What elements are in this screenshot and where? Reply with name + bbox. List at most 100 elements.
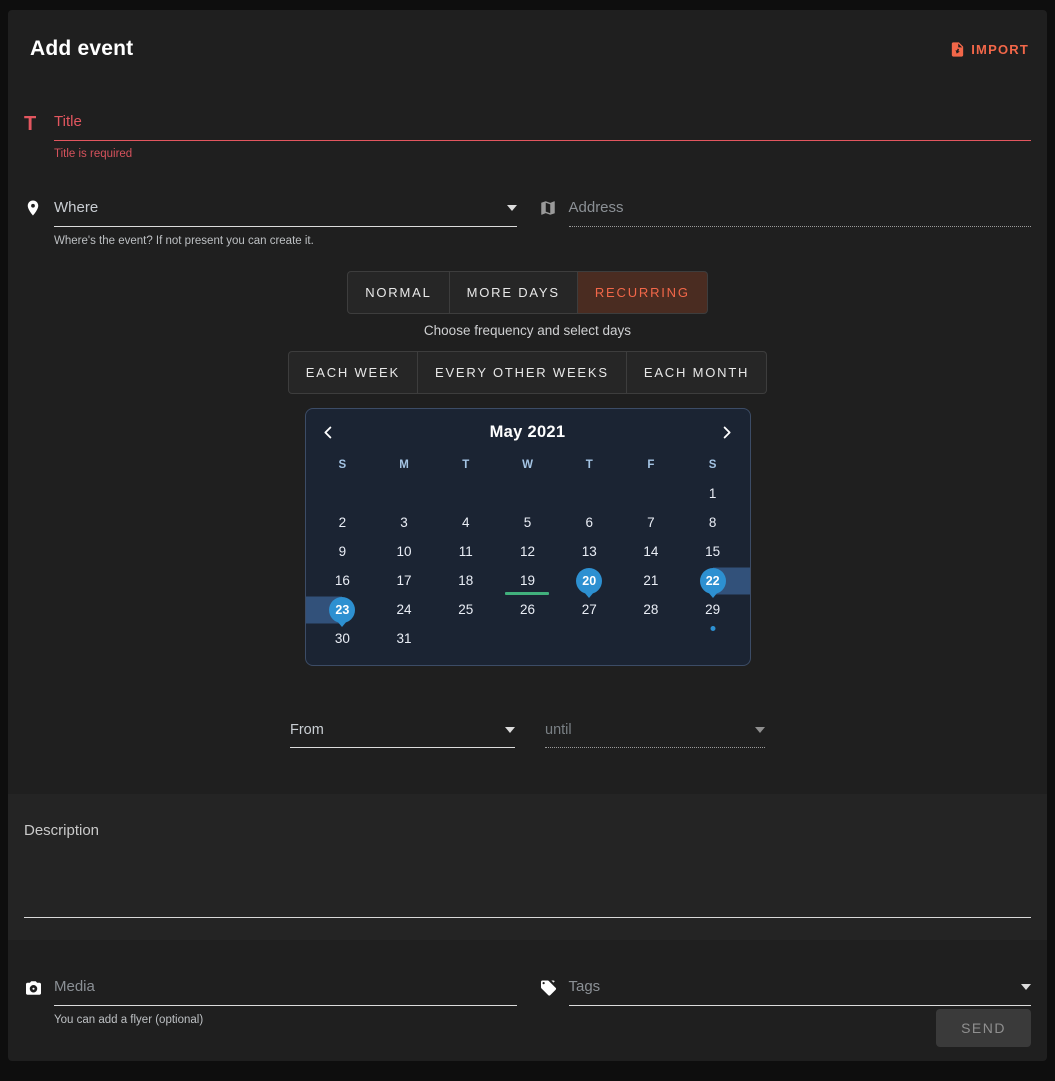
day-number: 21	[643, 573, 659, 588]
calendar: May 2021 S M T W T F S 1 2 3 4 5 6 7 8 9 10 11 12 13 14 15 16 1…	[304, 408, 751, 666]
day-number: 5	[523, 515, 532, 530]
calendar-day-20[interactable]: 20	[558, 566, 620, 595]
calendar-weekday-6: S	[708, 459, 717, 471]
day-number: 4	[462, 515, 470, 530]
calendar-day-14[interactable]: 14	[620, 537, 682, 566]
description-label: Description	[24, 822, 100, 839]
title-icon: T	[24, 113, 37, 135]
calendar-day-4[interactable]: 4	[435, 508, 497, 537]
calendar-header: May 2021	[312, 417, 744, 447]
day-number: 27	[581, 602, 597, 617]
calendar-day-31[interactable]: 31	[373, 624, 435, 653]
map-icon	[539, 198, 569, 227]
calendar-day-12[interactable]: 12	[497, 537, 559, 566]
calendar-day-3[interactable]: 3	[373, 508, 435, 537]
where-placeholder: Where	[54, 199, 99, 216]
tab-normal[interactable]: NORMAL	[347, 271, 450, 314]
media-placeholder: Media	[54, 978, 95, 995]
time-range-row: From until	[8, 722, 1047, 748]
next-month-button[interactable]	[710, 425, 744, 440]
event-mode-tab-group: NORMAL MORE DAYS RECURRING	[8, 271, 1047, 314]
calendar-day-5[interactable]: 5	[497, 508, 559, 537]
day-number: 18	[458, 573, 474, 588]
description-input[interactable]	[24, 917, 1031, 918]
address-input[interactable]: Address	[568, 199, 1031, 227]
day-number: 6	[585, 515, 593, 530]
calendar-day-18[interactable]: 18	[435, 566, 497, 595]
day-number: 9	[338, 544, 347, 559]
day-number: 26	[519, 602, 535, 617]
calendar-day-21[interactable]: 21	[620, 566, 682, 595]
day-number: 25	[458, 602, 474, 617]
day-number: 14	[643, 544, 659, 559]
day-number: 29	[705, 602, 721, 617]
day-number: 10	[396, 544, 412, 559]
frequency-option-each-month[interactable]: EACH MONTH	[626, 351, 768, 394]
calendar-empty-cell	[373, 479, 435, 508]
day-number: 8	[708, 515, 717, 530]
from-select[interactable]: From	[290, 722, 515, 748]
calendar-day-7[interactable]: 7	[620, 508, 682, 537]
chevron-left-icon	[321, 425, 336, 440]
calendar-day-6[interactable]: 6	[558, 508, 620, 537]
add-event-dialog: Add event IMPORT T Title Title is requir…	[8, 10, 1047, 1061]
tags-select[interactable]: Tags	[568, 978, 1031, 1006]
calendar-empty-cell	[558, 624, 620, 653]
day-number: 28	[643, 602, 659, 617]
where-select[interactable]: Where	[54, 199, 517, 227]
calendar-day-16[interactable]: 16	[312, 566, 374, 595]
calendar-weekday-0: S	[338, 459, 347, 471]
calendar-day-15[interactable]: 15	[682, 537, 744, 566]
calendar-day-11[interactable]: 11	[435, 537, 497, 566]
selected-day-badge: 22	[699, 567, 726, 594]
camera-icon	[24, 979, 54, 1006]
calendar-day-23[interactable]: 23	[305, 595, 374, 624]
calendar-day-30[interactable]: 30	[312, 624, 374, 653]
tags-placeholder: Tags	[568, 978, 601, 995]
until-select[interactable]: until	[545, 722, 765, 748]
frequency-option-every-other-weeks[interactable]: EVERY OTHER WEEKS	[417, 351, 627, 394]
calendar-weekday-4: T	[585, 459, 593, 471]
calendar-day-13[interactable]: 13	[558, 537, 620, 566]
calendar-day-25[interactable]: 25	[435, 595, 497, 624]
calendar-day-1[interactable]: 1	[682, 479, 744, 508]
day-number: 31	[396, 631, 412, 646]
calendar-day-22[interactable]: 22	[682, 566, 750, 595]
import-file-icon	[949, 41, 966, 58]
calendar-empty-cell	[497, 479, 559, 508]
calendar-day-26[interactable]: 26	[497, 595, 559, 624]
location-pin-icon	[24, 198, 54, 227]
frequency-caption: Choose frequency and select days	[423, 323, 632, 338]
day-number: 7	[647, 515, 655, 530]
chevron-down-icon	[755, 727, 765, 733]
from-placeholder: From	[290, 722, 324, 738]
calendar-day-29[interactable]: 29	[682, 595, 744, 631]
title-input[interactable]: Title	[54, 113, 1031, 141]
where-helper: Where's the event? If not present you ca…	[54, 235, 314, 247]
calendar-month-label: May 2021	[489, 422, 566, 441]
calendar-day-9[interactable]: 9	[312, 537, 374, 566]
frequency-option-group: EACH WEEK EVERY OTHER WEEKS EACH MONTH	[8, 351, 1047, 394]
calendar-day-28[interactable]: 28	[620, 595, 682, 624]
calendar-day-2[interactable]: 2	[312, 508, 374, 537]
chevron-down-icon	[505, 727, 515, 733]
send-button[interactable]: SEND	[936, 1009, 1031, 1047]
media-input[interactable]: Media	[54, 978, 517, 1006]
calendar-day-8[interactable]: 8	[682, 508, 744, 537]
day-number: 1	[708, 486, 717, 501]
import-button-label: IMPORT	[971, 41, 1029, 57]
calendar-day-24[interactable]: 24	[373, 595, 435, 624]
frequency-option-each-week[interactable]: EACH WEEK	[287, 351, 418, 394]
tab-recurring[interactable]: RECURRING	[577, 271, 708, 314]
calendar-empty-cell	[312, 479, 374, 508]
calendar-day-19[interactable]: 19	[497, 566, 559, 595]
tab-more-days[interactable]: MORE DAYS	[449, 271, 578, 314]
calendar-day-10[interactable]: 10	[373, 537, 435, 566]
dialog-header: Add event IMPORT	[8, 10, 1047, 61]
prev-month-button[interactable]	[312, 425, 346, 440]
calendar-day-27[interactable]: 27	[558, 595, 620, 624]
calendar-empty-cell	[435, 624, 497, 653]
import-button[interactable]: IMPORT	[949, 41, 1029, 58]
calendar-day-17[interactable]: 17	[373, 566, 435, 595]
calendar-empty-cell	[620, 479, 682, 508]
